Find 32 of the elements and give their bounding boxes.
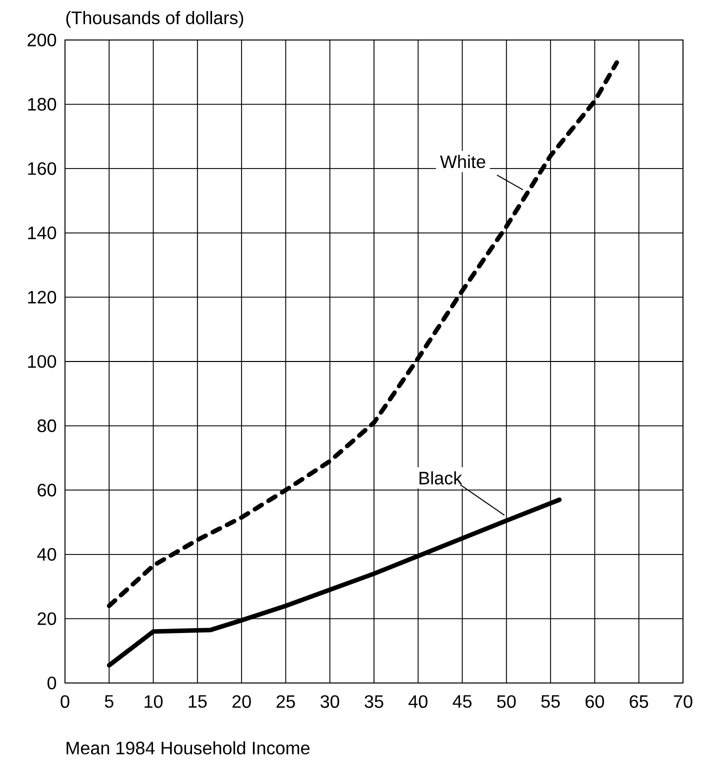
text: White bbox=[440, 154, 486, 168]
y-tick-label: 20 bbox=[38, 612, 56, 626]
x-tick-label: 25 bbox=[276, 695, 295, 708]
x-tick-label: 55 bbox=[541, 695, 560, 708]
x-tick-label: 5 bbox=[104, 695, 114, 708]
y-axis-title: (Thousands of dollars) bbox=[66, 11, 244, 28]
x-axis-title: Mean 1984 Household Income bbox=[66, 741, 310, 754]
y-tick-label: 180 bbox=[28, 98, 56, 111]
y-tick-label: 40 bbox=[37, 548, 56, 561]
x-tick-label: 20 bbox=[232, 695, 251, 708]
x-tick-label: 30 bbox=[320, 695, 340, 708]
y-tick-label: 60 bbox=[38, 484, 56, 496]
x-tick-label: 45 bbox=[452, 695, 472, 708]
x-tick-label: 65 bbox=[630, 695, 648, 708]
y-tick-label: 100 bbox=[28, 355, 56, 368]
x-tick-label: 40 bbox=[408, 695, 428, 708]
y-tick-label: 140 bbox=[28, 226, 56, 240]
line-series bbox=[106, 60, 620, 608]
x-tick-label: 60 bbox=[586, 695, 604, 708]
text: Black bbox=[420, 471, 462, 484]
line-series bbox=[106, 497, 562, 668]
y-tick-label: 80 bbox=[38, 419, 56, 432]
y-tick-label: 160 bbox=[28, 162, 56, 175]
y-tick-label: 120 bbox=[28, 290, 56, 304]
x-tick-label: 50 bbox=[497, 695, 516, 708]
x-tick-label: 0 bbox=[60, 695, 70, 708]
x-tick-label: 10 bbox=[144, 695, 163, 708]
y-tick-label: 200 bbox=[28, 34, 56, 46]
x-tick-label: 35 bbox=[364, 695, 384, 708]
x-tick-label: 70 bbox=[674, 695, 692, 708]
x-tick-label: 15 bbox=[188, 695, 207, 708]
y-tick-label: 0 bbox=[47, 676, 56, 690]
